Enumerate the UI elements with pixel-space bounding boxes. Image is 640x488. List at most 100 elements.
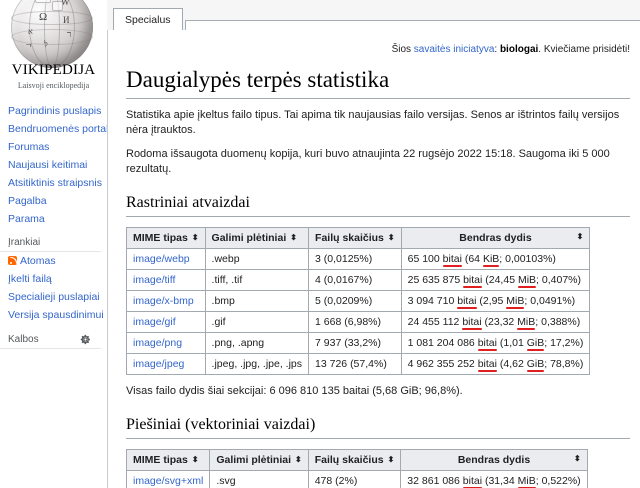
size-unit: MiB — [517, 274, 537, 288]
cell-mime: image/gif — [126, 311, 206, 333]
size-paren-open: (23,32 — [481, 316, 518, 328]
sidebar-item-atom[interactable]: Atomas — [0, 252, 107, 270]
sitenotice-middle: : — [494, 44, 500, 55]
cell-count: 4 (0,0167%) — [308, 269, 402, 291]
column-header-extensions[interactable]: Galimi plėtiniai ⬍ — [209, 449, 309, 471]
cell-size: 3 094 710 bitai (2,95 MiB; 0,0491%) — [400, 290, 591, 312]
sidebar-tools-heading: Įrankiai — [0, 234, 101, 252]
sitenotice-bold: biologai — [499, 44, 539, 55]
size-paren-open: (24,45 — [482, 274, 518, 286]
logo-wordmark: VIKIPEDIJA — [11, 62, 96, 78]
mime-link[interactable]: image/jpeg — [133, 358, 185, 370]
mime-link[interactable]: image/svg+xml — [133, 475, 204, 487]
sitenotice-suffix: . Kviečiame prisidėti! — [538, 44, 630, 55]
vector-statistics-table: MIME tipas ⬍ Galimi plėtiniai ⬍ Failų skai… — [125, 449, 588, 488]
column-header-mime-label: MIME tipas — [133, 454, 188, 466]
column-header-count[interactable]: Failų skaičius ⬍ — [308, 227, 402, 249]
tab-specialus[interactable]: Specialus — [113, 8, 183, 30]
sidebar-item-forum[interactable]: Forumas — [8, 141, 50, 153]
cell-mime: image/webp — [126, 248, 206, 270]
size-bytes-word: bitai — [457, 295, 477, 309]
cell-count: 5 (0,0209%) — [308, 290, 402, 312]
size-bytes-word: bitai — [477, 358, 498, 372]
cell-count: 478 (2%) — [307, 470, 402, 488]
gear-icon[interactable] — [80, 334, 91, 345]
mime-link[interactable]: image/webp — [133, 253, 190, 265]
mime-link[interactable]: image/png — [133, 337, 183, 349]
size-bytes-word: bitai — [462, 475, 483, 488]
table-row: image/svg+xml .svg 478 (2%) 32 861 086 b… — [125, 470, 588, 488]
sidebar-navigation: Pagrindinis puslapis Bendruomenės portal… — [0, 102, 120, 228]
size-bytes: 32 861 086 — [407, 475, 463, 487]
size-unit: MiB — [517, 475, 536, 488]
size-paren-open: (1,01 — [496, 337, 527, 349]
size-paren-open: (4,62 — [496, 358, 527, 370]
column-header-mime[interactable]: MIME tipas ⬍ — [125, 449, 211, 471]
size-unit: KiB — [482, 253, 500, 267]
size-paren-close: ; 17,2%) — [544, 337, 584, 349]
sidebar-item-special-pages[interactable]: Specialieji puslapiai — [8, 291, 100, 303]
mime-link[interactable]: image/x-bmp — [133, 295, 194, 307]
intro-paragraph-1: Statistika apie įkeltus failo tipus. Tai… — [126, 109, 620, 136]
column-header-extensions-label: Galimi plėtiniai — [211, 232, 287, 244]
sidebar-item-printable[interactable]: Versija spausdinimui — [8, 309, 104, 321]
page-title: Daugialypės terpės statistika — [126, 66, 630, 99]
mime-link[interactable]: image/gif — [133, 316, 176, 328]
size-paren-close: ; 0,407%) — [536, 274, 581, 286]
cell-count: 7 937 (33,2%) — [308, 332, 402, 354]
table-row: image/jpeg .jpeg, .jpg, .jpe, .jps 13 72… — [126, 353, 591, 375]
column-header-mime[interactable]: MIME tipas ⬍ — [126, 227, 206, 249]
table-row: image/gif .gif 1 668 (6,98%) 24 455 112 … — [126, 311, 591, 333]
sort-icon: ⬍ — [191, 233, 199, 242]
table-row: image/png .png, .apng 7 937 (33,2%) 1 08… — [126, 332, 591, 354]
sidebar-item-community[interactable]: Bendruomenės portalas — [8, 123, 120, 135]
cell-size: 24 455 112 bitai (23,32 MiB; 0,388%) — [400, 311, 591, 333]
sidebar-item-main-page[interactable]: Pagrindinis puslapis — [8, 105, 102, 117]
column-header-count[interactable]: Failų skaičius ⬍ — [307, 449, 402, 471]
table-header-row: MIME tipas ⬍ Galimi plėtiniai ⬍ Failų skai… — [126, 227, 591, 249]
cell-extensions: .svg — [209, 470, 309, 488]
column-header-extensions[interactable]: Galimi plėtiniai ⬍ — [204, 227, 310, 249]
column-header-count-label: Failų skaičius — [315, 232, 384, 244]
column-header-size-label: Bendras dydis — [457, 454, 531, 466]
sidebar-item-recent-changes[interactable]: Naujausi keitimai — [8, 159, 88, 171]
mime-link[interactable]: image/tiff — [133, 274, 176, 286]
sidebar-tools-group: Įrankiai Atomas Įkelti failą Specialieji… — [0, 234, 107, 324]
table-row: image/webp .webp 3 (0,0125%) 65 100 bita… — [126, 248, 591, 270]
section-total-raster: Visas failo dydis šiai sekcijai: 6 096 8… — [126, 385, 463, 397]
content-area: Specialus Šios savaitės iniciatyva: biol… — [107, 0, 640, 488]
size-bytes-word: bitai — [477, 337, 498, 351]
sidebar-item-donate[interactable]: Parama — [8, 213, 45, 225]
cell-count: 1 668 (6,98%) — [308, 311, 402, 333]
sort-icon: ⬍ — [576, 232, 584, 241]
sidebar-item-random-article[interactable]: Atsitiktinis straipsnis — [8, 177, 102, 189]
size-bytes-word: bitai — [463, 274, 483, 288]
size-bytes: 4 962 355 252 — [407, 358, 478, 370]
cell-extensions: .gif — [204, 311, 310, 333]
cell-size: 1 081 204 086 bitai (1,01 GiB; 17,2%) — [400, 332, 591, 354]
sitenotice: Šios savaitės iniciatyva: biologai. Kvie… — [126, 30, 630, 56]
sitenotice-prefix: Šios — [391, 44, 414, 55]
sidebar-languages-heading: Kalbos — [8, 334, 39, 345]
size-unit: GiB — [526, 337, 545, 351]
size-paren-close: ; 0,388%) — [535, 316, 581, 328]
section-heading-raster: Rastriniai atvaizdai — [126, 193, 630, 217]
column-header-size[interactable]: Bendras dydis ⬍ — [400, 227, 591, 249]
sort-icon: ⬍ — [387, 233, 395, 242]
sidebar-item-upload-file[interactable]: Įkelti failą — [8, 273, 52, 285]
cell-size: 25 635 875 bitai (24,45 MiB; 0,407%) — [400, 269, 591, 291]
sitenotice-link[interactable]: savaitės iniciatyva — [413, 44, 495, 55]
wikipedia-globe-icon: W Ω И ר א ל ᄀ — [11, 0, 93, 68]
globe-glyph-giyeok: ᄀ — [25, 43, 33, 52]
size-paren-close: ; 78,8%) — [544, 358, 584, 370]
column-header-size[interactable]: Bendras dydis ⬍ — [400, 449, 588, 471]
column-header-size-label: Bendras dydis — [459, 232, 532, 244]
sort-icon: ⬍ — [295, 455, 302, 464]
cell-mime: image/x-bmp — [126, 290, 206, 312]
size-paren-open: (64 — [461, 253, 483, 265]
size-bytes: 65 100 — [407, 253, 443, 265]
sidebar-languages-group: Kalbos — [0, 330, 101, 349]
wikipedia-logo[interactable]: W Ω И ר א ל ᄀ VIKIPEDIJA Laisvoji encikl… — [0, 0, 107, 96]
sidebar-item-help[interactable]: Pagalba — [8, 195, 47, 207]
column-header-mime-label: MIME tipas — [133, 232, 188, 244]
